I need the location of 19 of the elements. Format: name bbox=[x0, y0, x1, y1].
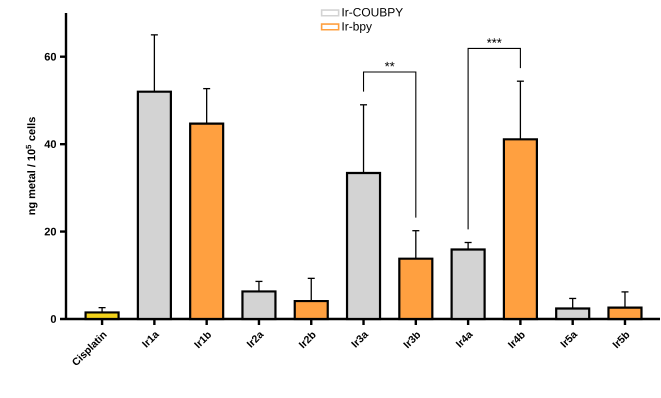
x-tick-label: Ir3b bbox=[403, 332, 420, 348]
x-tick-label: Ir4a bbox=[455, 332, 474, 348]
y-tick-label: 20 bbox=[44, 228, 56, 236]
x-tick-label: Ir5b bbox=[612, 332, 630, 348]
y-tick-label: 0 bbox=[50, 315, 56, 323]
x-tick-label: Ir1b bbox=[194, 332, 211, 348]
annotation: *** bbox=[486, 38, 502, 43]
y-axis-title: ng metal / 10$^{5}$ cells bbox=[26, 117, 38, 215]
x-tick-label: Ir4b bbox=[508, 332, 525, 348]
x-tick-label: Ir5a bbox=[560, 332, 578, 348]
legend-label: Ir-bpy bbox=[342, 22, 372, 33]
x-tick-label: Ir3a bbox=[350, 332, 369, 348]
x-tick-label: Ir2a bbox=[246, 332, 264, 348]
y-tick-label: 60 bbox=[44, 52, 56, 61]
y-tick-label: 40 bbox=[44, 140, 56, 148]
x-tick-label: Ir2b bbox=[298, 332, 316, 348]
annotation: ** bbox=[384, 62, 395, 66]
x-tick-label: Ir1a bbox=[142, 332, 160, 348]
legend-label: Ir-COUBPY bbox=[342, 8, 403, 16]
